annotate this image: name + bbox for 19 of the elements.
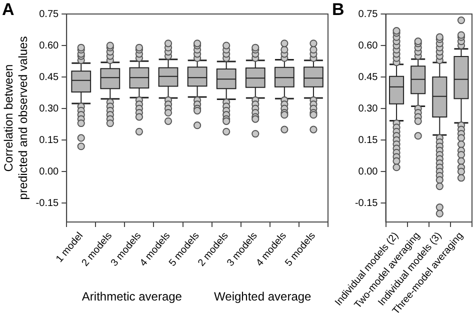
- y-tick-label: 0.00: [39, 166, 60, 178]
- y-tick-label: 0.30: [39, 103, 60, 114]
- chart-title: B: [332, 0, 344, 20]
- y-tick-label: 0.75: [358, 8, 378, 20]
- y-tick-label: 0.15: [358, 134, 378, 146]
- y-tick-label: 0.45: [39, 72, 60, 83]
- y-axis-title: Correlation between predicted and observed values: [2, 36, 30, 200]
- y-tick-label: -0.15: [36, 198, 60, 209]
- y-tick-label: 0.60: [39, 40, 60, 52]
- y-tick-label: 0.30: [358, 103, 378, 114]
- text: Weighted average: [214, 289, 312, 304]
- y-tick-label: -0.15: [354, 198, 378, 209]
- y-tick-label: 0.60: [358, 40, 378, 52]
- y-tick-label: 0.00: [358, 166, 378, 178]
- y-tick-label: 0.15: [39, 134, 60, 146]
- text: Arithmetic average: [82, 289, 182, 304]
- y-tick-label: 0.45: [358, 72, 378, 83]
- y-tick-label: 0.75: [39, 8, 60, 20]
- chart-title: A: [2, 0, 14, 20]
